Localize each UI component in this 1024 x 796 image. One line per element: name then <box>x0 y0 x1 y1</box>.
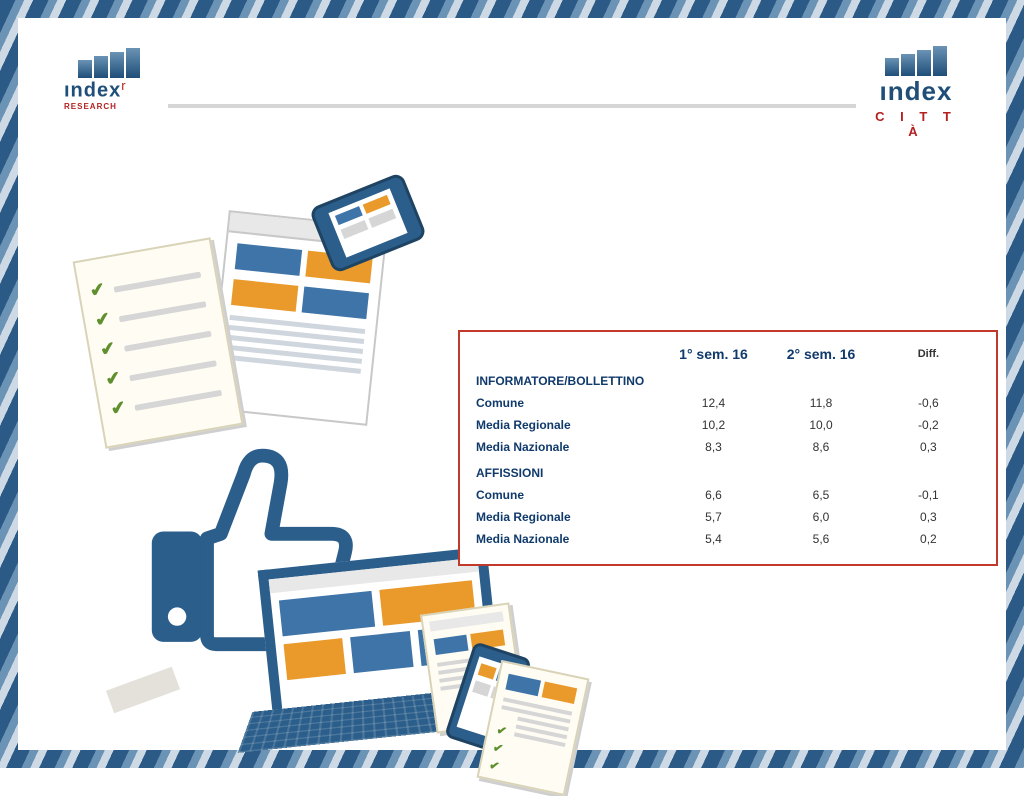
logo-left-text: ındex <box>64 79 121 101</box>
logo-bars-icon <box>64 50 154 78</box>
row-value-sem2: 5,6 <box>767 528 875 550</box>
row-value-sem2: 8,6 <box>767 436 875 458</box>
row-label: Media Nazionale <box>474 436 660 458</box>
table-row: Comune6,66,5-0,1 <box>474 484 982 506</box>
row-value-sem1: 5,4 <box>660 528 768 550</box>
row-value-sem2: 6,0 <box>767 506 875 528</box>
row-value-sem1: 10,2 <box>660 414 768 436</box>
row-value-diff: 0,3 <box>875 506 982 528</box>
table-row: Media Regionale5,76,00,3 <box>474 506 982 528</box>
logo-index-citta: ındex C I T T À <box>866 48 966 139</box>
row-label: Comune <box>474 392 660 414</box>
row-label: Media Nazionale <box>474 528 660 550</box>
column-header-sem1: 1° sem. 16 <box>660 342 768 366</box>
row-label: Media Regionale <box>474 414 660 436</box>
row-value-sem2: 11,8 <box>767 392 875 414</box>
page-canvas: ındexr RESEARCH ındex C I T T À ✔✔✔✔✔ <box>18 18 1006 750</box>
row-value-sem1: 12,4 <box>660 392 768 414</box>
data-table: 1° sem. 16 2° sem. 16 Diff. INFORMATORE/… <box>474 342 982 550</box>
checklist-paper-icon: ✔✔✔✔✔ <box>73 237 244 448</box>
row-value-sem1: 6,6 <box>660 484 768 506</box>
row-value-diff: -0,1 <box>875 484 982 506</box>
row-value-sem1: 8,3 <box>660 436 768 458</box>
data-table-container: 1° sem. 16 2° sem. 16 Diff. INFORMATORE/… <box>458 330 998 566</box>
tape-icon <box>106 667 180 713</box>
row-value-sem1: 5,7 <box>660 506 768 528</box>
column-header-diff: Diff. <box>875 342 982 366</box>
header-divider <box>168 104 856 108</box>
row-label: Media Regionale <box>474 506 660 528</box>
row-value-diff: -0,2 <box>875 414 982 436</box>
illustration-cluster: ✔✔✔✔✔ <box>78 188 478 748</box>
logo-right-text: ındex <box>866 76 966 107</box>
logo-index-research: ındexr RESEARCH <box>64 50 154 111</box>
row-value-diff: -0,6 <box>875 392 982 414</box>
table-row: Media Regionale10,210,0-0,2 <box>474 414 982 436</box>
column-header-sem2: 2° sem. 16 <box>767 342 875 366</box>
row-value-sem2: 6,5 <box>767 484 875 506</box>
logo-left-r: r <box>121 78 125 93</box>
logo-bars-icon <box>866 48 966 76</box>
table-section-header: INFORMATORE/BOLLETTINO <box>474 366 982 392</box>
table-row: Media Nazionale8,38,60,3 <box>474 436 982 458</box>
table-section-header: AFFISSIONI <box>474 458 982 484</box>
row-label: Comune <box>474 484 660 506</box>
table-row: Comune12,411,8-0,6 <box>474 392 982 414</box>
row-value-diff: 0,2 <box>875 528 982 550</box>
logo-right-sub: C I T T À <box>866 109 966 139</box>
table-row: Media Nazionale5,45,60,2 <box>474 528 982 550</box>
row-value-sem2: 10,0 <box>767 414 875 436</box>
row-value-diff: 0,3 <box>875 436 982 458</box>
logo-left-sub: RESEARCH <box>64 102 154 111</box>
